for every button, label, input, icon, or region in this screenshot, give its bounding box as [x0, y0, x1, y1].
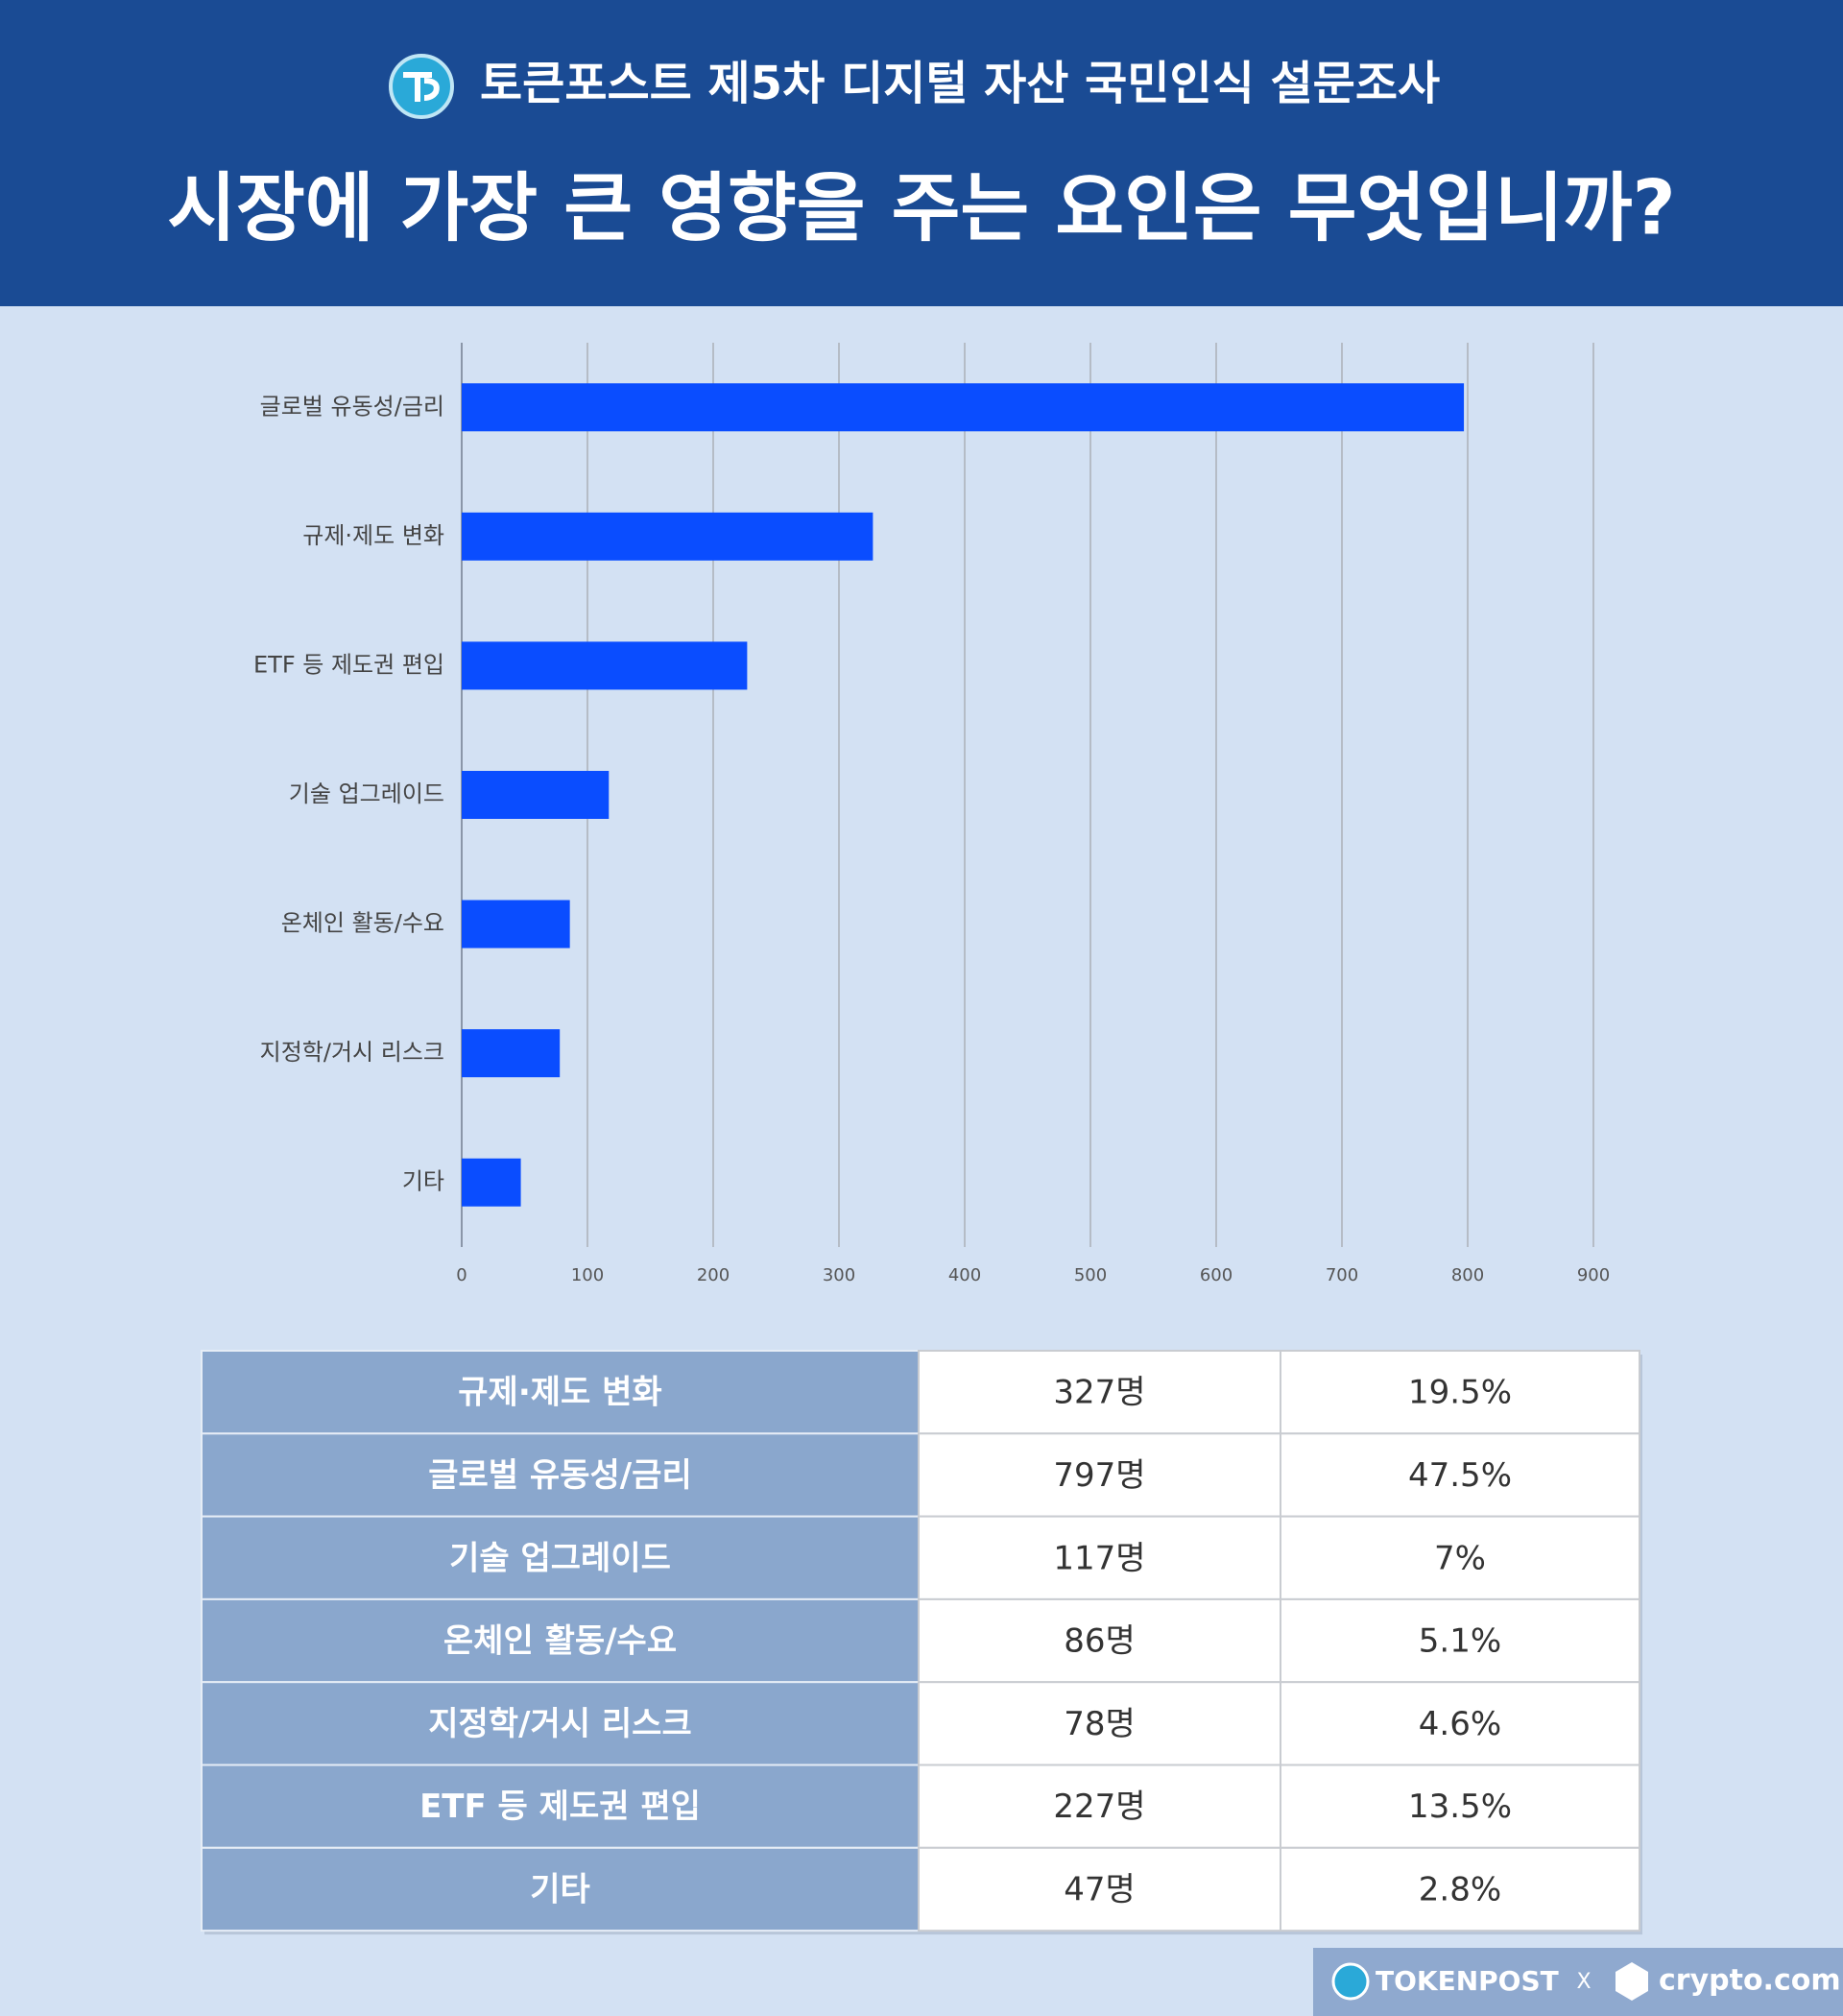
bar [462, 900, 570, 948]
bar [462, 771, 610, 819]
table-cell [201, 1515, 920, 1600]
footer-separator: X [1576, 1970, 1591, 1994]
header-band [0, 0, 1843, 306]
footer-logo [1331, 1962, 1370, 2001]
x-tick-label: 400 [948, 1265, 981, 1285]
table-cell [1280, 1764, 1640, 1849]
footer-brand: crypto.com [1659, 1964, 1841, 1998]
chart: 0 100 200 300 400 500 600 700 800 900 글로벌 유동성/금리규제… [253, 343, 1610, 1285]
y-tick-label: ETF 등 제도권 편입 [253, 651, 444, 678]
cell-value: 5.1% [1419, 1622, 1501, 1661]
cell-value: 19.5% [1408, 1374, 1512, 1412]
cell-value: 117명 [1053, 1539, 1145, 1577]
x-tick-label: 0 [456, 1265, 467, 1285]
table-cell [1280, 1350, 1640, 1435]
x-tick-label: 300 [823, 1265, 855, 1285]
bar [462, 512, 874, 561]
subtitle: 토큰포스트 제5차 디지털 자산 국민인식 설문조사 [480, 57, 1440, 110]
y-tick-label: 기술 업그레이드 [289, 780, 444, 807]
cell-value: 327명 [1053, 1374, 1145, 1412]
y-tick-label: 규제·제도 변화 [302, 522, 444, 549]
row-label: 기술 업그레이드 [449, 1539, 671, 1577]
table-cell [201, 1846, 920, 1932]
y-tick-label: 글로벌 유동성/금리 [260, 393, 444, 420]
y-tick-label: 기타 [402, 1168, 444, 1195]
table-cell [918, 1681, 1281, 1766]
footer-logo [1616, 1962, 1648, 2001]
bar [462, 383, 1465, 432]
row-label: 기타 [530, 1870, 590, 1908]
x-tick-label: 500 [1074, 1265, 1107, 1285]
logo [389, 54, 454, 119]
table-cell [918, 1432, 1281, 1518]
row-label: ETF 등 제도권 편입 [419, 1788, 701, 1826]
table: 규제·제도 변화 327명 19.5% 글로벌 유동성/금리 797명 47.5% 기술 업… [201, 1350, 1642, 1935]
cell-value: 86명 [1064, 1622, 1136, 1661]
y-tick-label: 온체인 활동/수요 [281, 910, 444, 937]
cell-value: 4.6% [1419, 1705, 1501, 1743]
table-cell [918, 1764, 1281, 1849]
footer-brand: TOKENPOST [1376, 1965, 1559, 1997]
table-cell [201, 1764, 920, 1849]
cell-value: 797명 [1053, 1456, 1145, 1495]
bar [462, 1029, 561, 1078]
cell-value: 227명 [1053, 1788, 1145, 1826]
cell-value: 13.5% [1408, 1788, 1512, 1826]
footer-band [1313, 1948, 1843, 2016]
table-cell [201, 1432, 920, 1518]
cell-value: 7% [1434, 1539, 1486, 1577]
table-cell [1280, 1597, 1640, 1684]
x-tick-label: 700 [1326, 1265, 1358, 1285]
row-label: 지정학/거시 리스크 [428, 1705, 692, 1743]
x-tick-label: 100 [571, 1265, 604, 1285]
logo-mark [403, 72, 440, 102]
table-cell [1280, 1432, 1640, 1518]
row-label: 글로벌 유동성/금리 [428, 1456, 692, 1495]
table-cell [1280, 1681, 1640, 1766]
bar [462, 641, 748, 690]
x-tick-label: 800 [1451, 1265, 1484, 1285]
table-cell [1280, 1846, 1640, 1932]
row-label: 온체인 활동/수요 [443, 1622, 677, 1661]
cell-value: 2.8% [1419, 1870, 1501, 1908]
x-tick-label: 200 [697, 1265, 730, 1285]
row-label: 규제·제도 변화 [458, 1374, 661, 1412]
title: 시장에 가장 큰 영향을 주는 요인은 무엇입니까? [167, 165, 1676, 252]
bar [462, 1158, 521, 1207]
cell-value: 78명 [1064, 1705, 1136, 1743]
cell-value: 47명 [1064, 1870, 1136, 1908]
x-tick-label: 600 [1200, 1265, 1233, 1285]
y-tick-label: 지정학/거시 리스크 [260, 1039, 444, 1066]
table-cell [201, 1350, 920, 1435]
x-tick-label: 900 [1577, 1265, 1610, 1285]
table-cell [918, 1846, 1281, 1932]
cell-value: 47.5% [1408, 1456, 1512, 1495]
